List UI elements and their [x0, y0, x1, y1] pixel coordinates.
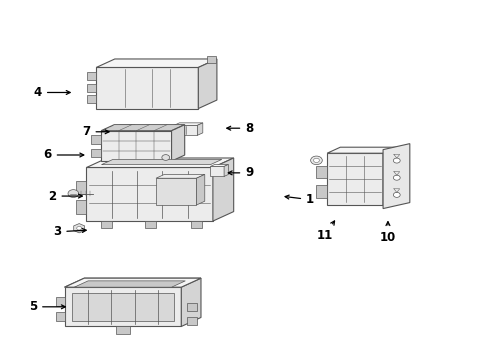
Polygon shape [86, 158, 233, 167]
Text: 9: 9 [228, 166, 253, 179]
Polygon shape [87, 84, 96, 92]
Polygon shape [198, 59, 217, 109]
Polygon shape [156, 178, 196, 205]
Polygon shape [171, 125, 184, 161]
Polygon shape [101, 125, 184, 131]
Polygon shape [101, 221, 112, 228]
Polygon shape [326, 153, 382, 205]
Polygon shape [156, 174, 204, 178]
Polygon shape [74, 281, 185, 287]
Text: 3: 3 [53, 225, 86, 238]
Circle shape [392, 175, 399, 180]
Circle shape [313, 158, 319, 162]
Polygon shape [74, 224, 84, 233]
Polygon shape [64, 287, 181, 327]
Polygon shape [72, 293, 174, 321]
Polygon shape [87, 95, 96, 103]
Polygon shape [96, 67, 198, 109]
Text: 8: 8 [226, 122, 253, 135]
Text: 11: 11 [316, 221, 334, 242]
Text: 1: 1 [285, 193, 314, 206]
Circle shape [310, 156, 322, 165]
Polygon shape [86, 167, 212, 221]
Polygon shape [174, 125, 197, 135]
Polygon shape [210, 165, 228, 166]
Polygon shape [101, 159, 222, 165]
Polygon shape [210, 166, 224, 176]
Bar [116, 327, 130, 334]
Polygon shape [130, 125, 135, 138]
Polygon shape [382, 144, 409, 208]
Text: 7: 7 [82, 125, 109, 138]
Text: 6: 6 [43, 148, 83, 162]
Polygon shape [382, 147, 395, 205]
Text: 2: 2 [48, 190, 82, 203]
Polygon shape [91, 135, 101, 144]
Polygon shape [87, 72, 96, 80]
Polygon shape [316, 166, 326, 178]
Polygon shape [191, 221, 201, 228]
Polygon shape [76, 181, 86, 194]
Polygon shape [96, 59, 217, 67]
Circle shape [392, 192, 399, 197]
Polygon shape [224, 165, 228, 176]
Polygon shape [187, 317, 197, 325]
Circle shape [392, 158, 399, 163]
Polygon shape [116, 127, 130, 138]
Polygon shape [174, 123, 203, 125]
Polygon shape [197, 123, 203, 135]
Polygon shape [144, 221, 155, 228]
Text: 5: 5 [29, 300, 65, 313]
Polygon shape [64, 278, 201, 287]
Polygon shape [91, 149, 101, 157]
Polygon shape [116, 125, 135, 127]
Polygon shape [101, 131, 171, 161]
Polygon shape [76, 201, 86, 214]
Text: 10: 10 [379, 222, 395, 244]
Polygon shape [196, 174, 204, 205]
Circle shape [162, 155, 169, 160]
Circle shape [77, 226, 81, 230]
Bar [207, 56, 216, 63]
Polygon shape [187, 303, 197, 311]
Polygon shape [212, 158, 233, 221]
Polygon shape [326, 147, 395, 153]
Polygon shape [56, 312, 64, 321]
Polygon shape [181, 278, 201, 327]
Polygon shape [316, 185, 326, 198]
Text: 4: 4 [34, 86, 70, 99]
Circle shape [68, 190, 79, 198]
Polygon shape [56, 297, 64, 306]
Polygon shape [64, 278, 201, 287]
